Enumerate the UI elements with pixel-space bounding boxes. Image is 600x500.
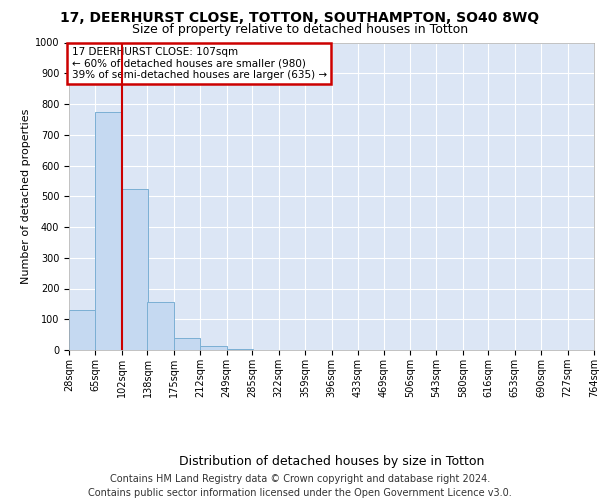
Text: 17 DEERHURST CLOSE: 107sqm
← 60% of detached houses are smaller (980)
39% of sem: 17 DEERHURST CLOSE: 107sqm ← 60% of deta…	[71, 47, 327, 80]
Bar	[122, 188, 148, 350]
Bar	[69, 310, 95, 350]
Y-axis label: Number of detached properties: Number of detached properties	[20, 108, 31, 284]
X-axis label: Distribution of detached houses by size in Totton: Distribution of detached houses by size …	[179, 456, 484, 468]
Text: Contains HM Land Registry data © Crown copyright and database right 2024.
Contai: Contains HM Land Registry data © Crown c…	[88, 474, 512, 498]
Text: 17, DEERHURST CLOSE, TOTTON, SOUTHAMPTON, SO40 8WQ: 17, DEERHURST CLOSE, TOTTON, SOUTHAMPTON…	[61, 11, 539, 25]
Bar	[148, 302, 174, 350]
Bar	[174, 338, 200, 350]
Bar	[227, 349, 253, 350]
Bar	[95, 112, 122, 350]
Text: Size of property relative to detached houses in Totton: Size of property relative to detached ho…	[132, 22, 468, 36]
Bar	[200, 346, 227, 350]
